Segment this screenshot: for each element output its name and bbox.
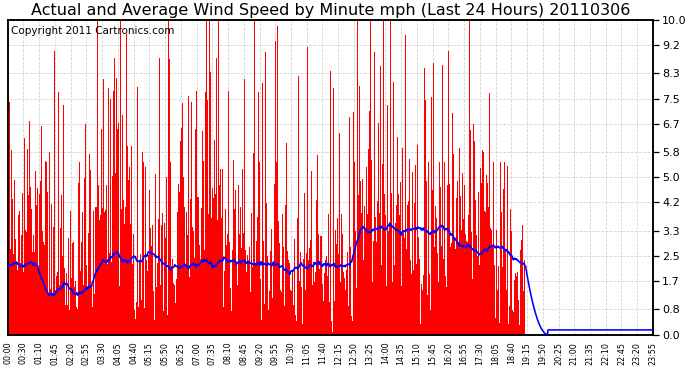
Text: Copyright 2011 Cartronics.com: Copyright 2011 Cartronics.com [11, 26, 175, 36]
Title: Actual and Average Wind Speed by Minute mph (Last 24 Hours) 20110306: Actual and Average Wind Speed by Minute … [31, 3, 630, 18]
